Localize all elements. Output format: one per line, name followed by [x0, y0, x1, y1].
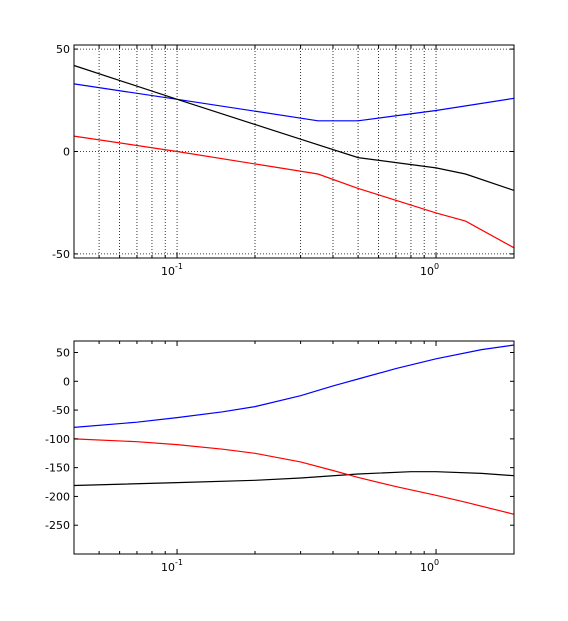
x-tick-label-exponent: -1 [175, 262, 183, 271]
x-tick-label: 10 [161, 265, 175, 278]
y-tick-label: -50 [52, 404, 70, 417]
y-tick-label: 50 [56, 347, 70, 360]
axes-frame [73, 340, 515, 555]
x-tick-label-exponent: 0 [434, 262, 439, 271]
y-tick-label: 0 [63, 375, 70, 388]
red-series-line [73, 438, 515, 515]
black-series-line [73, 471, 515, 487]
x-tick-label: 10 [161, 561, 175, 574]
y-tick-label: -50 [52, 248, 70, 261]
x-tick-label-exponent: -1 [175, 558, 183, 567]
y-tick-label: 50 [56, 43, 70, 56]
blue-series-line [73, 83, 515, 122]
y-tick-label: -200 [45, 490, 70, 503]
red-series-line [73, 135, 515, 249]
x-tick-label: 10 [420, 265, 434, 278]
x-tick-label: 10 [420, 561, 434, 574]
x-tick-label-exponent: 0 [434, 558, 439, 567]
y-tick-label: -250 [45, 519, 70, 532]
y-tick-label: -100 [45, 433, 70, 446]
y-tick-label: -150 [45, 462, 70, 475]
black-series-line [73, 64, 515, 191]
blue-series-line [73, 344, 515, 428]
y-tick-label: 0 [63, 146, 70, 159]
